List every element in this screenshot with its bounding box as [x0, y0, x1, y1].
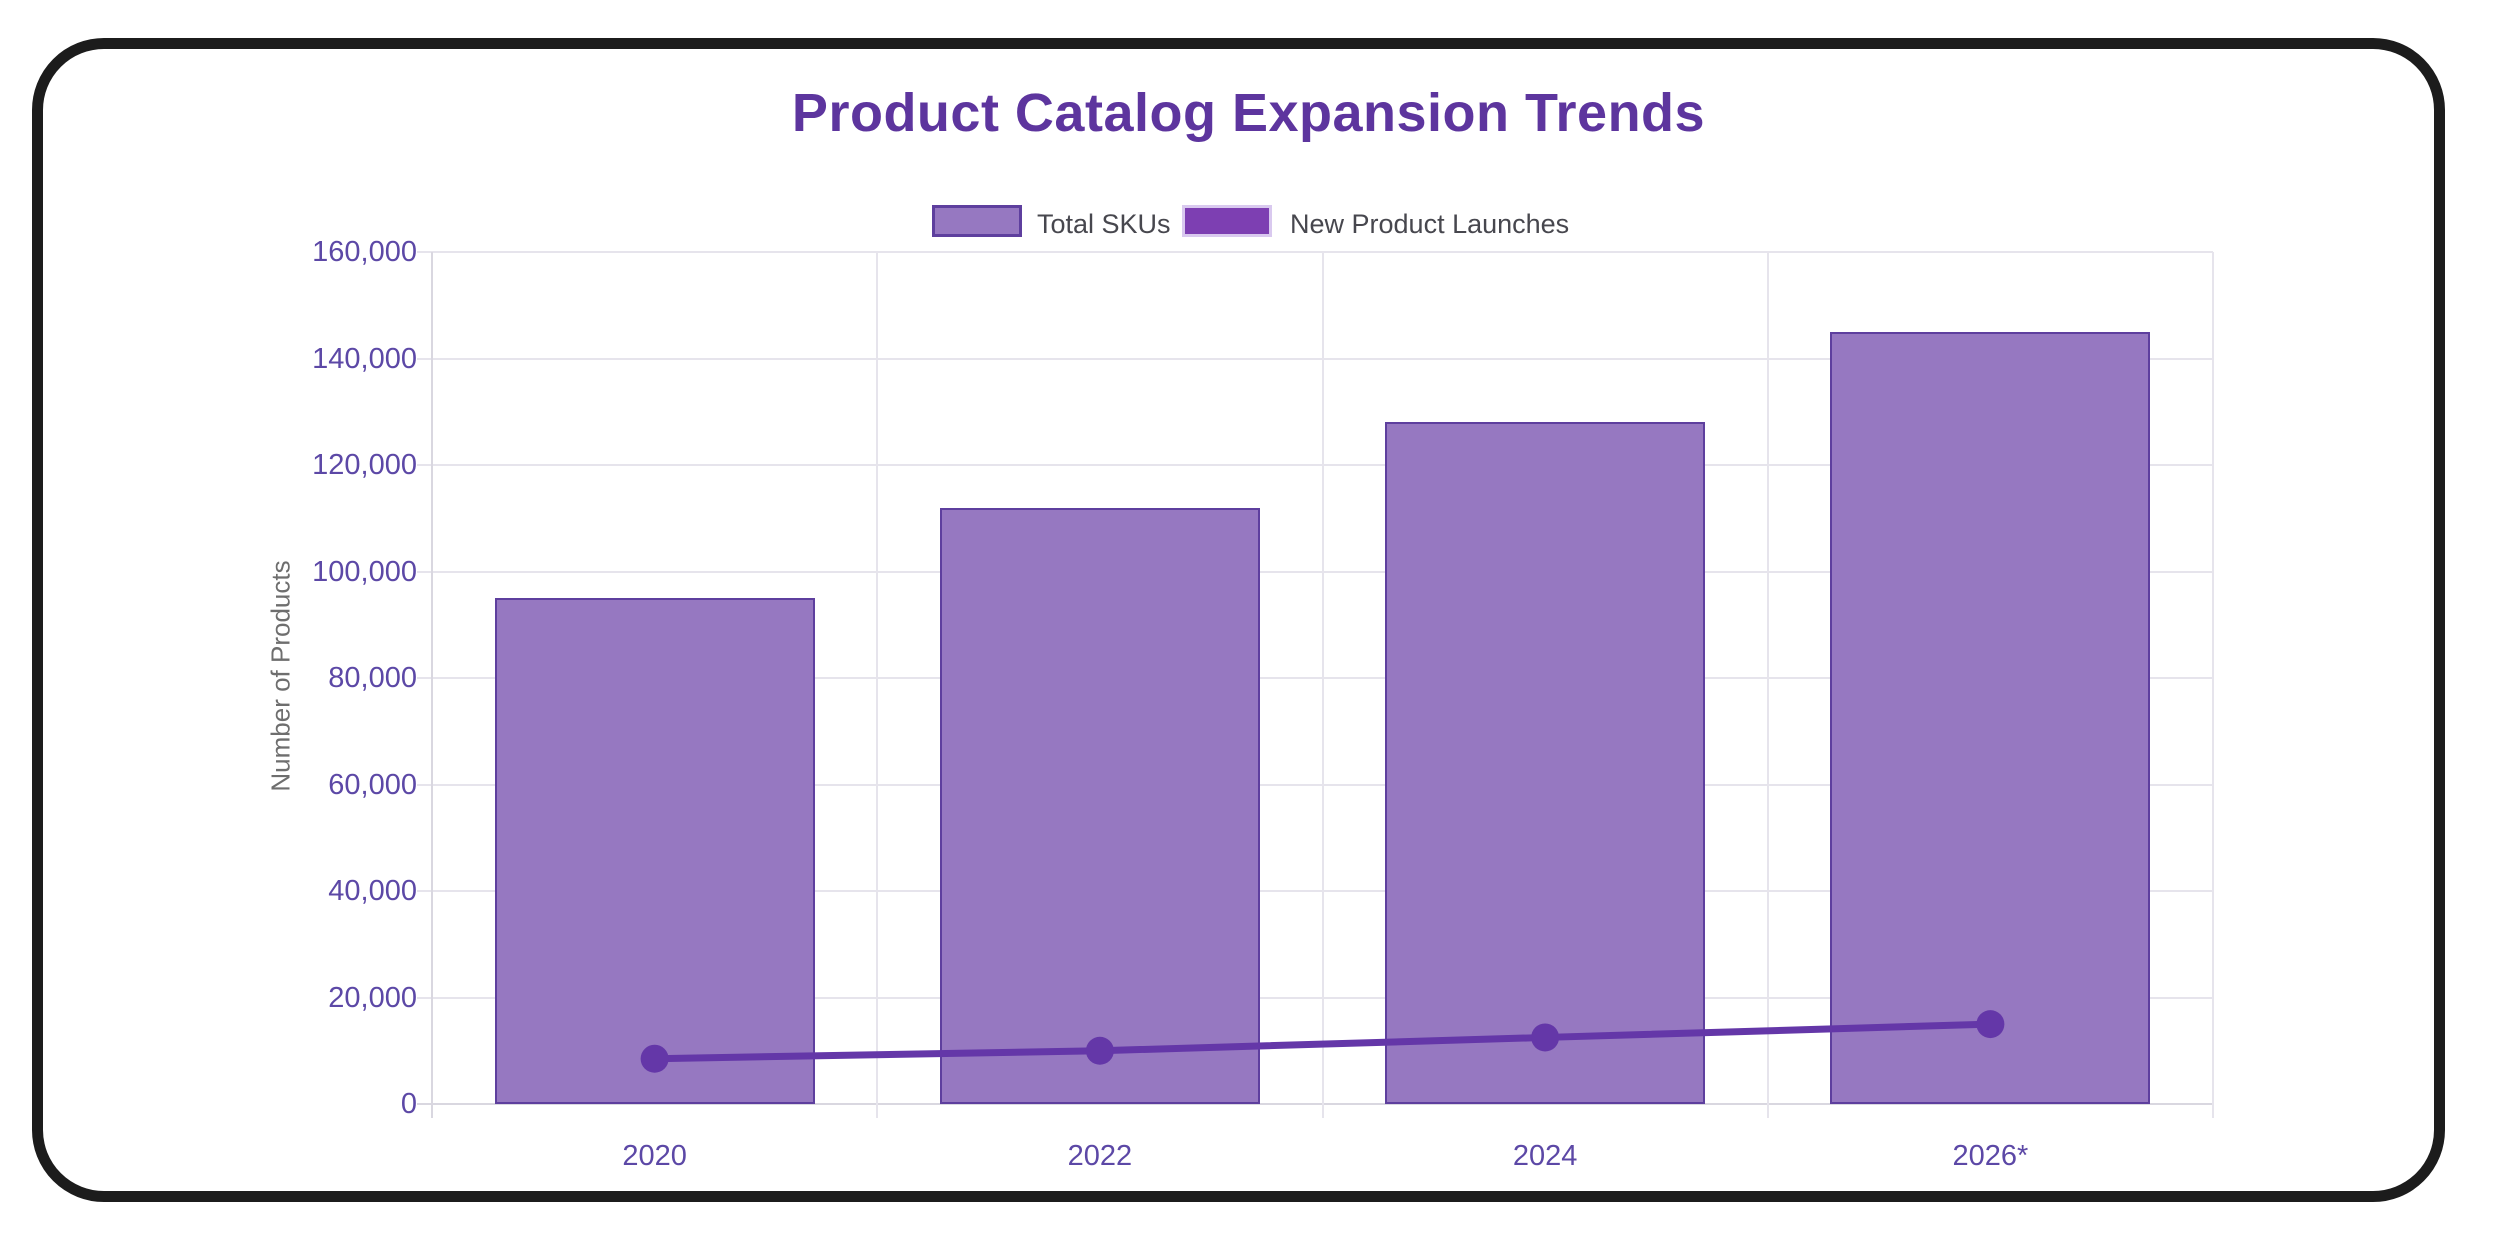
bar-2024[interactable] [1385, 422, 1706, 1104]
y-gridline [417, 996, 2213, 999]
bar-2022[interactable] [939, 507, 1260, 1104]
y-tick-label: 120,000 [312, 449, 417, 481]
y-gridline [417, 783, 2213, 786]
x-tick-label: 2024 [1512, 1140, 1578, 1172]
x-tick-label: 2026* [1952, 1140, 2029, 1172]
legend-label-new-product-launches[interactable]: New Product Launches [1290, 209, 1570, 239]
y-tick-label: 80,000 [328, 662, 417, 694]
x-gridline [876, 252, 879, 1118]
bar-2026*[interactable] [1830, 331, 2151, 1104]
y-gridline [417, 1103, 2213, 1105]
x-gridline [2212, 252, 2214, 1118]
x-tick-label: 2022 [1067, 1140, 1133, 1172]
y-gridline [417, 464, 2213, 466]
y-gridline [417, 357, 2213, 360]
chart-title: Product Catalog Expansion Trends [791, 83, 1706, 143]
y-tick-label: 160,000 [312, 236, 417, 268]
x-gridline [1321, 252, 1324, 1118]
bar-2020[interactable] [494, 598, 815, 1104]
y-tick-label: 0 [400, 1088, 417, 1120]
x-gridline [1766, 252, 1769, 1118]
y-tick-label: 20,000 [328, 981, 417, 1014]
legend-label-total-skus[interactable]: Total SKUs [1037, 209, 1171, 239]
legend-swatch-total-skus[interactable] [932, 205, 1022, 237]
x-tick-label: 2020 [622, 1140, 687, 1172]
y-gridline [417, 890, 2213, 892]
y-tick-label: 60,000 [328, 768, 417, 801]
y-gridline [417, 251, 2213, 253]
legend-swatch-new-product-launches[interactable] [1182, 205, 1272, 237]
y-gridline [417, 677, 2213, 679]
y-tick-label: 140,000 [312, 342, 417, 375]
y-tick-label: 40,000 [328, 875, 417, 907]
x-gridline [431, 252, 433, 1118]
y-tick-label: 100,000 [312, 555, 417, 588]
y-gridline [417, 570, 2213, 573]
